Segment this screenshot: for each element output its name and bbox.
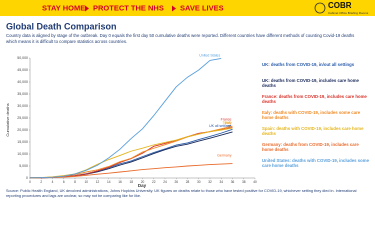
y-tick-label: 10,000 — [17, 152, 28, 156]
logo-subtitle: Cabinet Office Briefing Rooms — [328, 11, 369, 15]
line-end-label: United States — [199, 53, 220, 57]
legend-entry: United States: deaths with COVID-19, inc… — [262, 158, 369, 169]
chart-title: Global Death Comparison — [6, 21, 117, 31]
legend-item-box: France: deaths from COVID-19, includes c… — [262, 94, 367, 105]
x-tick-label: 28 — [186, 180, 190, 184]
line-end-label: Spain — [223, 121, 232, 125]
x-tick-label: 36 — [231, 180, 235, 184]
legend-item-box: UK: deaths from COVID-19, in/out all set… — [262, 62, 355, 67]
subtitle-box: Country data is aligned by stage of the … — [6, 33, 355, 44]
series-line — [29, 127, 233, 179]
banner-item: SAVE LIVES — [180, 3, 224, 12]
legend-entry: France: deaths from COVID-19, includes c… — [262, 94, 367, 105]
legend-entry: Spain: deaths with COVID-19, includes ca… — [262, 126, 364, 137]
crest — [314, 2, 326, 14]
x-tick-label: 10 — [84, 180, 88, 184]
x-tick-label: 4 — [52, 180, 54, 184]
line-end-label: UK all settings — [209, 124, 232, 128]
x-tick-label: 20 — [141, 180, 145, 184]
banner — [0, 0, 375, 16]
slide: STAY HOME PROTECT THE NHS SAVE LIVES COB… — [0, 0, 375, 198]
y-tick-label: 0 — [26, 176, 28, 180]
x-tick-label: 12 — [96, 180, 100, 184]
y-tick-label: 25,000 — [17, 116, 28, 120]
y-tick-label: 40,000 — [17, 80, 28, 84]
legend-item-box: Spain: deaths with COVID-19, includes ca… — [262, 126, 364, 137]
x-tick-label: 32 — [208, 180, 212, 184]
legend-entry: Italy: deaths with COVID-19, includes so… — [262, 110, 361, 121]
y-tick-label: 45,000 — [17, 68, 28, 72]
y-tick-label: 30,000 — [17, 104, 28, 108]
legend-item-box: UK: deaths from COVID-19, includes care … — [262, 78, 359, 89]
y-tick-label: 35,000 — [17, 92, 28, 96]
x-tick-label: 14 — [107, 180, 111, 184]
legend-entry: UK: deaths from COVID-19, includes care … — [262, 78, 359, 89]
series-line — [29, 58, 222, 179]
x-tick-label: 38 — [242, 180, 246, 184]
series-line — [29, 127, 233, 179]
x-tick-label: 2 — [40, 180, 42, 184]
series-line — [29, 163, 233, 179]
y-axis-label: Cumulative deaths — [5, 103, 10, 136]
x-tick-label: 34 — [219, 180, 223, 184]
legend-item-box: Italy: deaths with COVID-19, includes so… — [262, 110, 361, 121]
banner-item: STAY HOME — [42, 3, 85, 12]
logo-title: COBR — [328, 1, 352, 10]
x-tick-label: 16 — [118, 180, 122, 184]
x-tick-label: 8 — [74, 180, 76, 184]
line-end-label: UK — [227, 124, 233, 128]
x-tick-label: 26 — [174, 180, 178, 184]
line-end-label: Italy — [225, 121, 232, 125]
x-tick-label: 40 — [253, 180, 257, 184]
footer-source: Source: Public Health England, UK devolv… — [6, 189, 357, 198]
x-tick-label: 18 — [129, 180, 133, 184]
x-tick-label: 30 — [197, 180, 201, 184]
y-tick-label: 50,000 — [17, 56, 28, 60]
x-tick-label: 24 — [163, 180, 167, 184]
series-line — [29, 125, 233, 179]
line-end-label: France — [221, 118, 232, 122]
legend-item-box: Germany: deaths from COVID-19, includes … — [262, 142, 359, 153]
banner-arrow — [85, 5, 89, 12]
banner-arrow — [172, 5, 176, 12]
line-end-label: Germany — [217, 154, 232, 158]
legend-entry: Germany: deaths from COVID-19, includes … — [262, 142, 359, 153]
x-tick-label: 6 — [63, 180, 65, 184]
x-tick-label: 0 — [29, 180, 31, 184]
y-tick-label: 15,000 — [17, 140, 28, 144]
y-tick-label: 20,000 — [17, 128, 28, 132]
legend-entry: UK: deaths from COVID-19, in/out all set… — [262, 62, 355, 67]
legend-item-box: United States: deaths with COVID-19, inc… — [262, 158, 369, 169]
chart-subtitle: Country data is aligned by stage of the … — [6, 33, 355, 44]
x-axis-label: Day — [138, 183, 147, 188]
footer-box: Source: Public Health England, UK devolv… — [6, 189, 357, 198]
y-tick-label: 5,000 — [19, 164, 28, 168]
banner-item: PROTECT THE NHS — [93, 3, 164, 12]
x-tick-label: 22 — [152, 180, 156, 184]
